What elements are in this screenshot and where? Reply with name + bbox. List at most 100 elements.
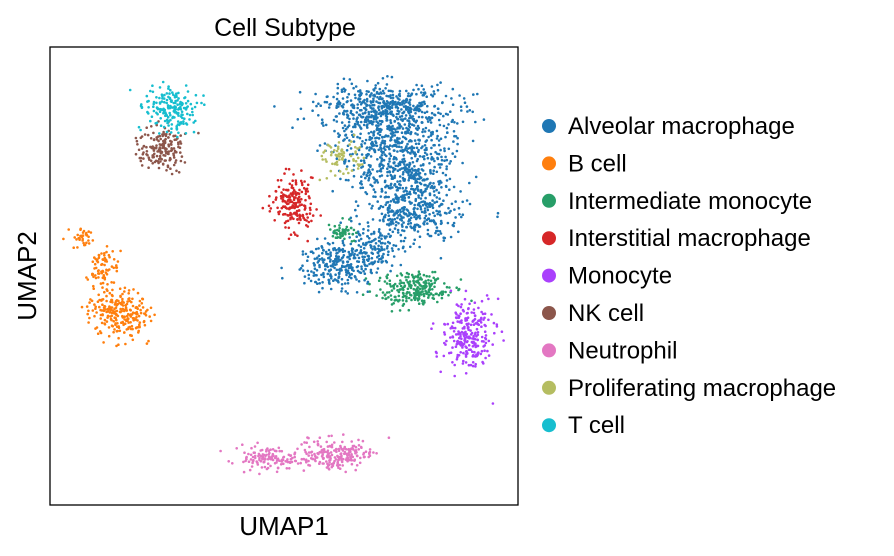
scatter-point bbox=[355, 117, 359, 121]
scatter-point bbox=[383, 180, 387, 184]
scatter-point bbox=[420, 293, 423, 296]
scatter-point bbox=[373, 181, 377, 184]
scatter-point bbox=[425, 139, 429, 142]
scatter-point bbox=[464, 355, 468, 358]
scatter-point bbox=[291, 179, 295, 182]
scatter-point bbox=[424, 289, 427, 293]
scatter-point bbox=[358, 461, 362, 465]
scatter-point bbox=[336, 132, 340, 135]
scatter-point bbox=[460, 337, 463, 341]
scatter-point bbox=[400, 273, 404, 277]
scatter-point bbox=[92, 275, 95, 279]
scatter-point bbox=[401, 127, 405, 130]
scatter-point bbox=[309, 176, 313, 179]
scatter-point bbox=[287, 453, 291, 457]
scatter-point bbox=[417, 194, 420, 197]
scatter-point bbox=[327, 223, 331, 227]
scatter-point bbox=[462, 97, 466, 100]
scatter-point bbox=[398, 298, 401, 302]
scatter-point bbox=[365, 154, 369, 157]
scatter-point bbox=[183, 106, 187, 110]
scatter-point bbox=[365, 115, 369, 118]
scatter-point bbox=[247, 452, 250, 456]
scatter-point bbox=[266, 462, 270, 466]
scatter-point bbox=[354, 200, 358, 203]
scatter-point bbox=[357, 438, 360, 442]
scatter-point bbox=[362, 173, 365, 176]
scatter-point bbox=[121, 292, 124, 296]
scatter-point bbox=[318, 258, 322, 261]
scatter-point bbox=[104, 271, 108, 274]
scatter-point bbox=[314, 280, 318, 284]
scatter-point bbox=[301, 253, 305, 256]
scatter-point bbox=[418, 138, 421, 142]
scatter-point bbox=[305, 212, 309, 216]
scatter-point bbox=[435, 129, 439, 133]
scatter-point bbox=[361, 439, 365, 443]
scatter-point bbox=[186, 112, 189, 116]
scatter-point bbox=[253, 454, 257, 458]
scatter-point bbox=[306, 239, 310, 243]
scatter-point bbox=[423, 287, 427, 290]
scatter-point bbox=[467, 326, 470, 329]
scatter-point bbox=[377, 108, 381, 112]
scatter-point bbox=[331, 241, 335, 245]
scatter-point bbox=[173, 138, 176, 142]
plot-frame bbox=[49, 46, 519, 506]
scatter-point bbox=[410, 226, 414, 230]
scatter-point bbox=[378, 133, 382, 137]
scatter-point bbox=[343, 129, 346, 133]
scatter-point bbox=[102, 341, 105, 344]
scatter-point bbox=[313, 263, 316, 267]
scatter-point bbox=[298, 268, 302, 271]
scatter-point bbox=[200, 101, 203, 105]
scatter-point bbox=[345, 113, 349, 116]
scatter-point bbox=[452, 130, 456, 133]
scatter-point bbox=[86, 278, 90, 281]
scatter-point bbox=[500, 330, 504, 334]
scatter-point bbox=[178, 123, 181, 127]
scatter-point bbox=[367, 455, 371, 459]
scatter-point bbox=[387, 145, 390, 149]
scatter-point bbox=[155, 96, 158, 99]
scatter-point bbox=[405, 213, 408, 216]
scatter-point bbox=[321, 158, 325, 161]
scatter-point bbox=[346, 100, 349, 103]
scatter-point bbox=[425, 95, 429, 98]
scatter-point bbox=[326, 272, 330, 276]
scatter-point bbox=[374, 84, 378, 87]
scatter-point bbox=[332, 118, 336, 122]
scatter-point bbox=[368, 290, 372, 293]
scatter-point bbox=[449, 289, 453, 293]
legend-item: Intermediate monocyte bbox=[542, 188, 812, 215]
scatter-point bbox=[407, 165, 411, 168]
scatter-point bbox=[112, 311, 116, 314]
scatter-point bbox=[183, 161, 187, 164]
scatter-point bbox=[344, 88, 347, 92]
scatter-point bbox=[390, 209, 394, 212]
scatter-point bbox=[318, 144, 322, 147]
scatter-point bbox=[331, 234, 335, 238]
scatter-point bbox=[341, 449, 345, 452]
scatter-point bbox=[125, 319, 128, 323]
scatter-point bbox=[94, 276, 98, 280]
scatter-point bbox=[450, 325, 454, 328]
scatter-point bbox=[424, 279, 428, 283]
scatter-point bbox=[344, 232, 347, 236]
scatter-point bbox=[76, 233, 79, 237]
scatter-point bbox=[275, 470, 279, 474]
scatter-point bbox=[97, 272, 101, 275]
scatter-point bbox=[163, 119, 167, 123]
scatter-point bbox=[396, 284, 399, 288]
scatter-point bbox=[338, 170, 342, 173]
scatter-point bbox=[415, 105, 418, 109]
scatter-point bbox=[472, 93, 475, 96]
scatter-point bbox=[332, 95, 335, 99]
scatter-point bbox=[327, 468, 331, 471]
scatter-point bbox=[154, 159, 158, 163]
scatter-point bbox=[349, 154, 353, 158]
scatter-point bbox=[486, 349, 489, 353]
scatter-point bbox=[416, 189, 420, 192]
scatter-point bbox=[171, 106, 175, 109]
scatter-point bbox=[381, 291, 385, 294]
